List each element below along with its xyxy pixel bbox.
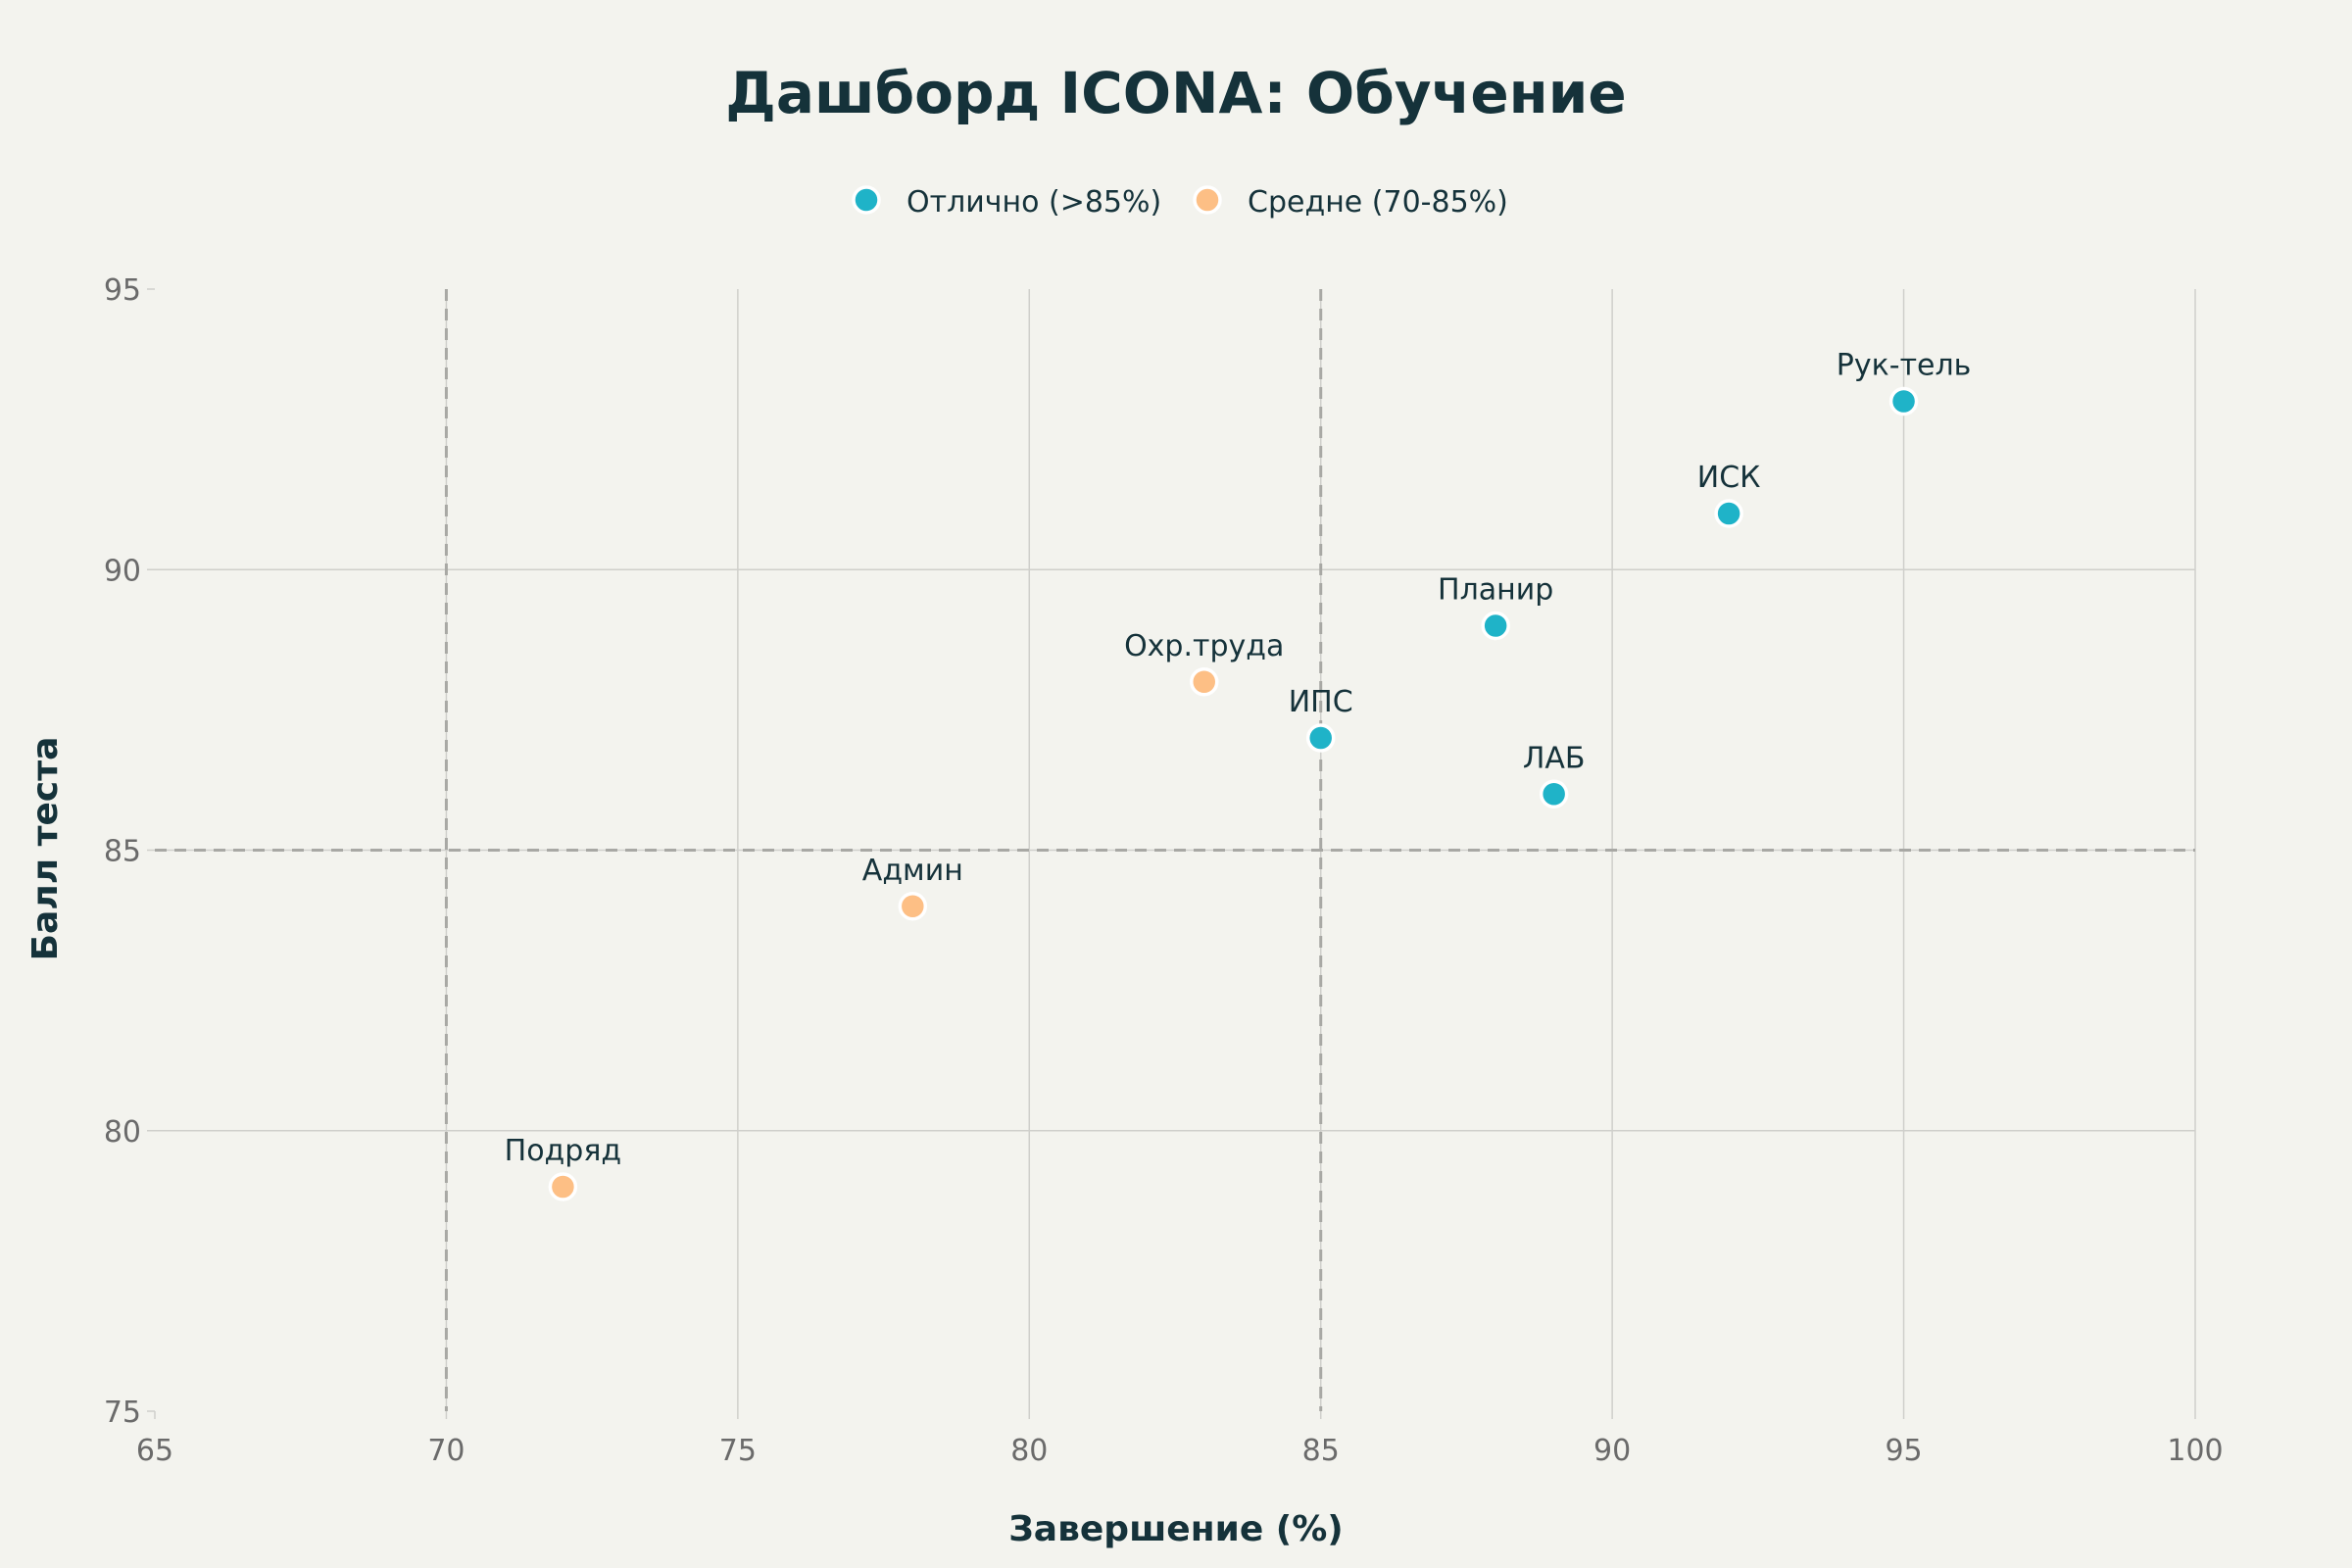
x-axis-label: Завершение (%) xyxy=(1008,1509,1344,1549)
point-label: Админ xyxy=(862,854,963,888)
y-axis-label: Балл теста xyxy=(25,737,66,961)
point-labels: Рук-тель ИСК Планир ИПС ЛАБ Охр.труда Админ Под… xyxy=(505,349,1972,1169)
y-tick-label: 90 xyxy=(104,554,141,588)
y-tick-label: 85 xyxy=(104,835,141,869)
data-point xyxy=(898,892,928,921)
data-point xyxy=(1189,667,1219,697)
x-tick-label: 100 xyxy=(2167,1434,2223,1468)
x-tick-label: 65 xyxy=(136,1434,173,1468)
point-label: ИПС xyxy=(1289,685,1353,719)
point-label: ЛАБ xyxy=(1523,741,1586,775)
data-point xyxy=(1888,386,1919,416)
data-point xyxy=(548,1172,578,1201)
y-tick-label: 80 xyxy=(104,1115,141,1150)
x-tick-label: 85 xyxy=(1302,1434,1340,1468)
x-tick-label: 95 xyxy=(1885,1434,1922,1468)
data-points xyxy=(548,386,1919,1201)
legend-entry: Средне (70-85%) xyxy=(1248,185,1508,220)
y-tick-label: 95 xyxy=(104,273,141,308)
data-point xyxy=(1539,779,1569,808)
point-label: Охр.труда xyxy=(1124,629,1284,663)
chart-title: Дашборд ICONA: Обучение xyxy=(725,60,1626,126)
point-label: Рук-тель xyxy=(1837,349,1972,383)
x-tick-label: 90 xyxy=(1593,1434,1631,1468)
point-label: Планир xyxy=(1438,573,1553,608)
y-tick-label: 75 xyxy=(104,1396,141,1430)
legend-marker xyxy=(852,185,881,215)
x-tick-label: 75 xyxy=(719,1434,757,1468)
point-label: Подряд xyxy=(505,1134,622,1168)
data-point xyxy=(1714,499,1743,528)
point-label: ИСК xyxy=(1697,461,1761,495)
data-point xyxy=(1305,723,1336,753)
x-tick-label: 70 xyxy=(427,1434,465,1468)
data-point xyxy=(1481,611,1510,641)
x-tick-label: 80 xyxy=(1010,1434,1048,1468)
axes: 65 70 75 80 85 90 95 100 75 80 85 90 95 xyxy=(104,273,2224,1468)
legend-marker xyxy=(1193,185,1222,215)
reference-lines xyxy=(155,289,2195,1411)
legend-entry: Отлично (>85%) xyxy=(906,185,1161,220)
legend: Отлично (>85%) Средне (70-85%) xyxy=(852,185,1508,220)
